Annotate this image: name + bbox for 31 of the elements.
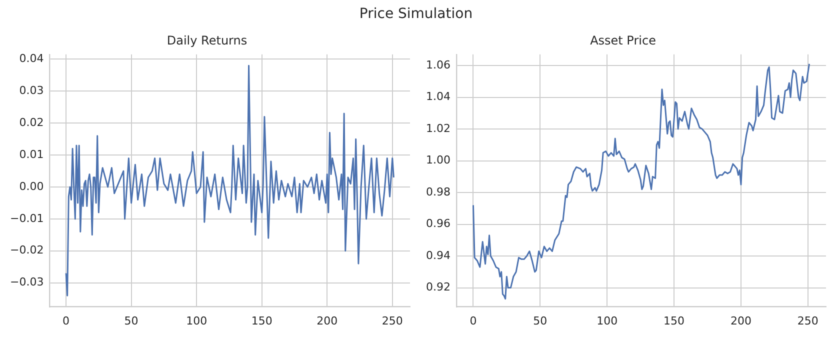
y-tick-label: 1.02	[426, 122, 450, 135]
x-tick-label: 50	[533, 314, 548, 328]
y-tick-label: 0.04	[19, 52, 44, 66]
x-tick-label: 100	[596, 314, 618, 328]
y-tick-label: 1.04	[426, 90, 450, 104]
y-tick-label: 0.00	[19, 180, 44, 193]
x-tick-label: 0	[62, 314, 70, 328]
y-tick-label: 0.03	[19, 84, 44, 97]
y-tick-label: 0.02	[19, 116, 44, 129]
x-tick-label: 250	[797, 314, 818, 328]
x-tick-label: 50	[124, 314, 138, 328]
y-tick-label: 0.98	[426, 185, 450, 198]
y-tick-label: 0.96	[426, 217, 450, 230]
y-tick-label: 1.00	[426, 154, 450, 167]
x-tick-label: 0	[470, 314, 477, 328]
x-tick-label: 100	[186, 314, 208, 328]
chart-title: Daily Returns	[166, 33, 248, 48]
y-tick-label: 1.06	[426, 58, 450, 72]
x-tick-label: 200	[316, 314, 338, 328]
x-tick-label: 150	[251, 314, 272, 328]
text: Price Simulation	[359, 6, 473, 22]
y-tick-label: −0.03	[10, 276, 44, 289]
y-tick-label: −0.02	[10, 244, 44, 257]
chart-title: Asset Price	[590, 33, 656, 48]
y-tick-label: 0.92	[426, 280, 450, 294]
y-tick-label: −0.01	[10, 212, 44, 225]
y-tick-label: 0.01	[19, 148, 44, 161]
x-tick-label: 200	[730, 314, 752, 328]
x-tick-label: 150	[664, 314, 685, 328]
x-tick-label: 250	[382, 314, 403, 328]
y-tick-label: 0.94	[426, 248, 450, 262]
